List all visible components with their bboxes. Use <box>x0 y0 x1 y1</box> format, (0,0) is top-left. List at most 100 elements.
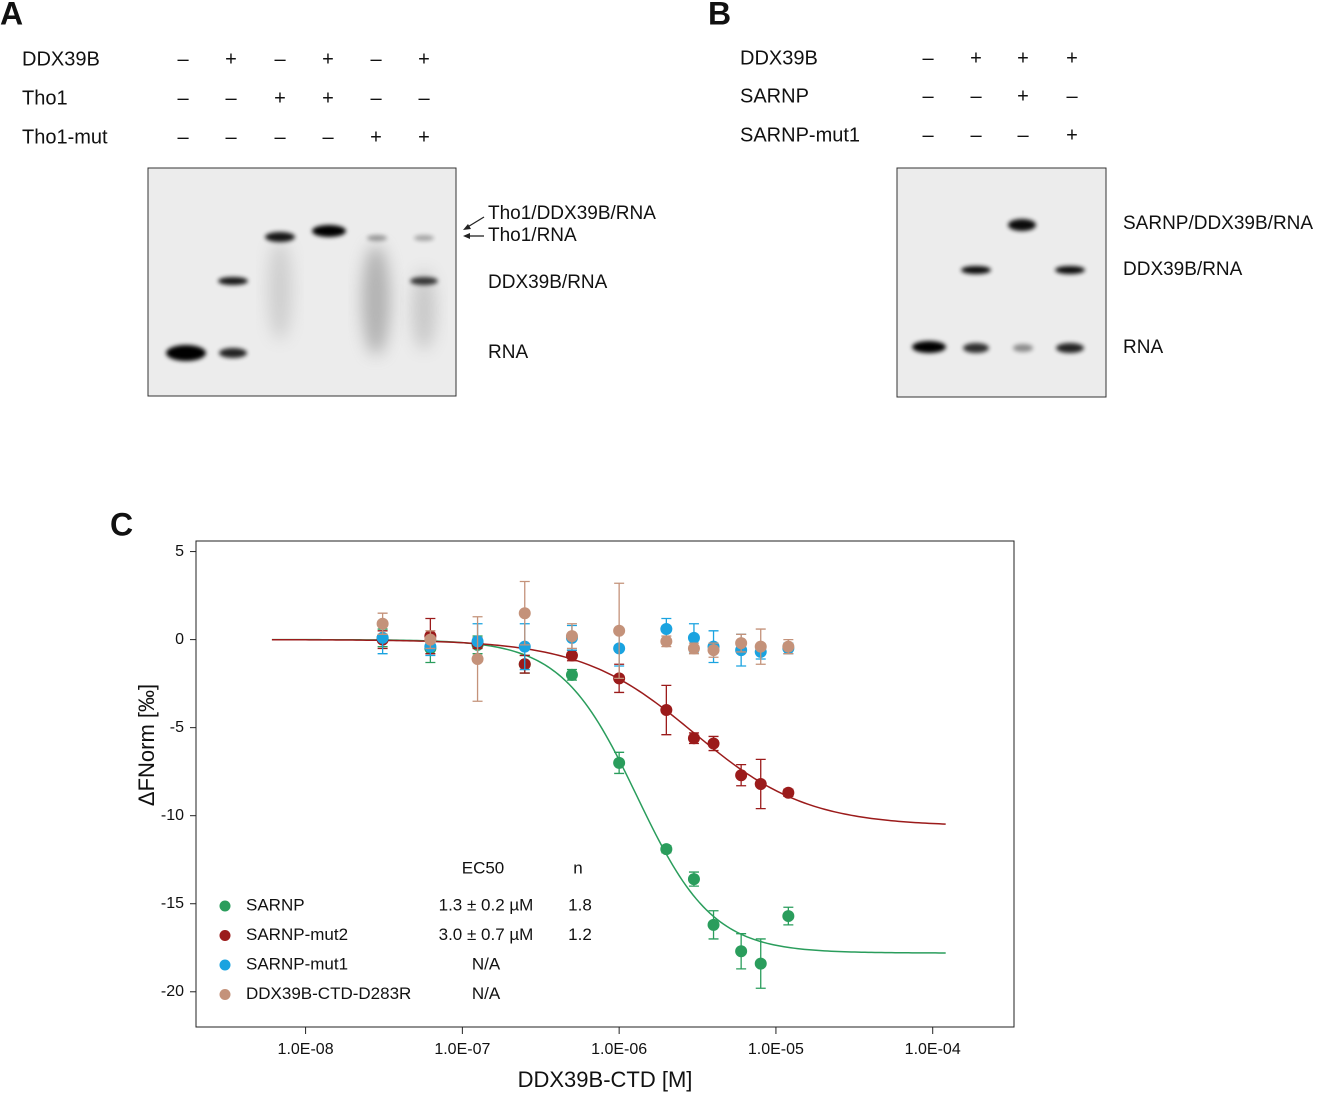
legend-marker <box>219 930 231 941</box>
lane-sign: + <box>225 48 237 70</box>
y-tick-label: -10 <box>161 807 184 824</box>
gel-band <box>961 266 991 274</box>
lane-sign: – <box>970 124 982 146</box>
data-point <box>735 945 748 958</box>
band-label: RNA <box>488 342 528 363</box>
lane-sign: + <box>418 126 430 148</box>
lane-sign: + <box>418 48 430 70</box>
gel-band <box>1013 344 1033 352</box>
band-label: Tho1/DDX39B/RNA <box>488 203 656 224</box>
gel-band <box>1055 266 1085 274</box>
lane-sign: – <box>370 87 382 109</box>
condition-label: DDX39B <box>740 47 818 69</box>
x-tick-label: 1.0E-05 <box>748 1041 804 1058</box>
lane-sign: + <box>970 47 982 69</box>
data-point <box>518 607 531 620</box>
gel-smear <box>362 245 390 355</box>
data-point <box>754 778 767 790</box>
panel-label: A <box>0 0 23 31</box>
data-point <box>424 633 437 646</box>
data-point <box>707 644 720 657</box>
lane-sign: + <box>322 48 334 70</box>
y-axis-label: ΔFNorm [‰] <box>134 684 159 806</box>
data-point <box>687 732 700 745</box>
gel-band <box>218 277 248 285</box>
band-label: SARNP/DDX39B/RNA <box>1123 213 1313 234</box>
lane-sign: – <box>922 47 934 69</box>
gel-band <box>166 345 206 361</box>
lane-sign: – <box>322 126 334 148</box>
condition-label: SARNP <box>740 85 809 107</box>
gel-band <box>963 343 989 353</box>
y-tick-label: -20 <box>161 983 184 1000</box>
legend-marker <box>219 959 231 971</box>
lane-sign: – <box>225 126 237 148</box>
gel-band <box>414 235 434 241</box>
legend-label: SARNP-mut1 <box>246 954 348 973</box>
lane-sign: + <box>274 87 286 109</box>
condition-label: Tho1 <box>22 87 68 109</box>
data-point <box>782 640 795 653</box>
gel-band <box>1008 219 1036 231</box>
gel-a <box>147 167 457 397</box>
data-point <box>660 843 673 856</box>
lane-sign: – <box>970 85 982 107</box>
condition-label: Tho1-mut <box>22 126 108 148</box>
table-header: n <box>573 858 582 877</box>
condition-label: SARNP-mut1 <box>740 124 860 146</box>
lane-sign: + <box>1066 47 1078 69</box>
data-point <box>471 652 484 665</box>
ec50-value: 1.3 ± 0.2 µM <box>439 895 534 914</box>
panel-label: C <box>110 506 133 542</box>
fit-curve <box>271 638 946 825</box>
lane-sign: – <box>418 87 430 109</box>
data-point <box>687 873 700 886</box>
data-point <box>782 910 795 923</box>
lane-sign: – <box>177 126 189 148</box>
y-tick-label: 5 <box>175 543 184 560</box>
band-label: DDX39B/RNA <box>1123 259 1243 280</box>
condition-label: DDX39B <box>22 48 100 70</box>
ec50-value: 3.0 ± 0.7 µM <box>439 925 534 944</box>
data-point <box>687 631 700 644</box>
x-tick-label: 1.0E-08 <box>278 1041 334 1058</box>
ec50-value: N/A <box>472 984 501 1003</box>
lane-sign: – <box>922 85 934 107</box>
lane-sign: – <box>225 87 237 109</box>
gel-smear <box>268 240 292 340</box>
table-header: EC50 <box>462 858 505 877</box>
data-point <box>707 918 720 931</box>
data-point <box>565 630 578 643</box>
lane-sign: + <box>1017 47 1029 69</box>
data-point <box>613 756 626 769</box>
gel-band <box>1056 343 1084 353</box>
gel-b <box>896 167 1107 398</box>
data-point <box>687 642 700 655</box>
lane-sign: – <box>1017 124 1029 146</box>
hill-value: 1.8 <box>568 895 592 914</box>
legend-label: DDX39B-CTD-D283R <box>246 984 411 1003</box>
lane-sign: – <box>274 48 286 70</box>
lane-sign: + <box>1017 85 1029 107</box>
data-point <box>707 737 720 750</box>
y-tick-label: 0 <box>175 631 184 648</box>
fit-curve <box>271 638 946 954</box>
legend-label: SARNP-mut2 <box>246 925 348 944</box>
panel-label: B <box>708 0 731 31</box>
band-label: RNA <box>1123 337 1163 358</box>
data-point <box>565 668 578 681</box>
gel-band <box>312 225 346 237</box>
y-tick-label: -5 <box>170 719 184 736</box>
y-tick-label: -15 <box>161 895 184 912</box>
data-point <box>660 623 673 636</box>
lane-sign: – <box>177 48 189 70</box>
ec50-value: N/A <box>472 954 501 973</box>
legend-marker <box>219 989 231 1000</box>
data-point <box>660 704 673 717</box>
legend-label: SARNP <box>246 895 305 914</box>
data-point <box>613 624 626 637</box>
lane-sign: – <box>1066 85 1078 107</box>
gel-band <box>410 277 438 285</box>
data-point <box>754 957 767 970</box>
